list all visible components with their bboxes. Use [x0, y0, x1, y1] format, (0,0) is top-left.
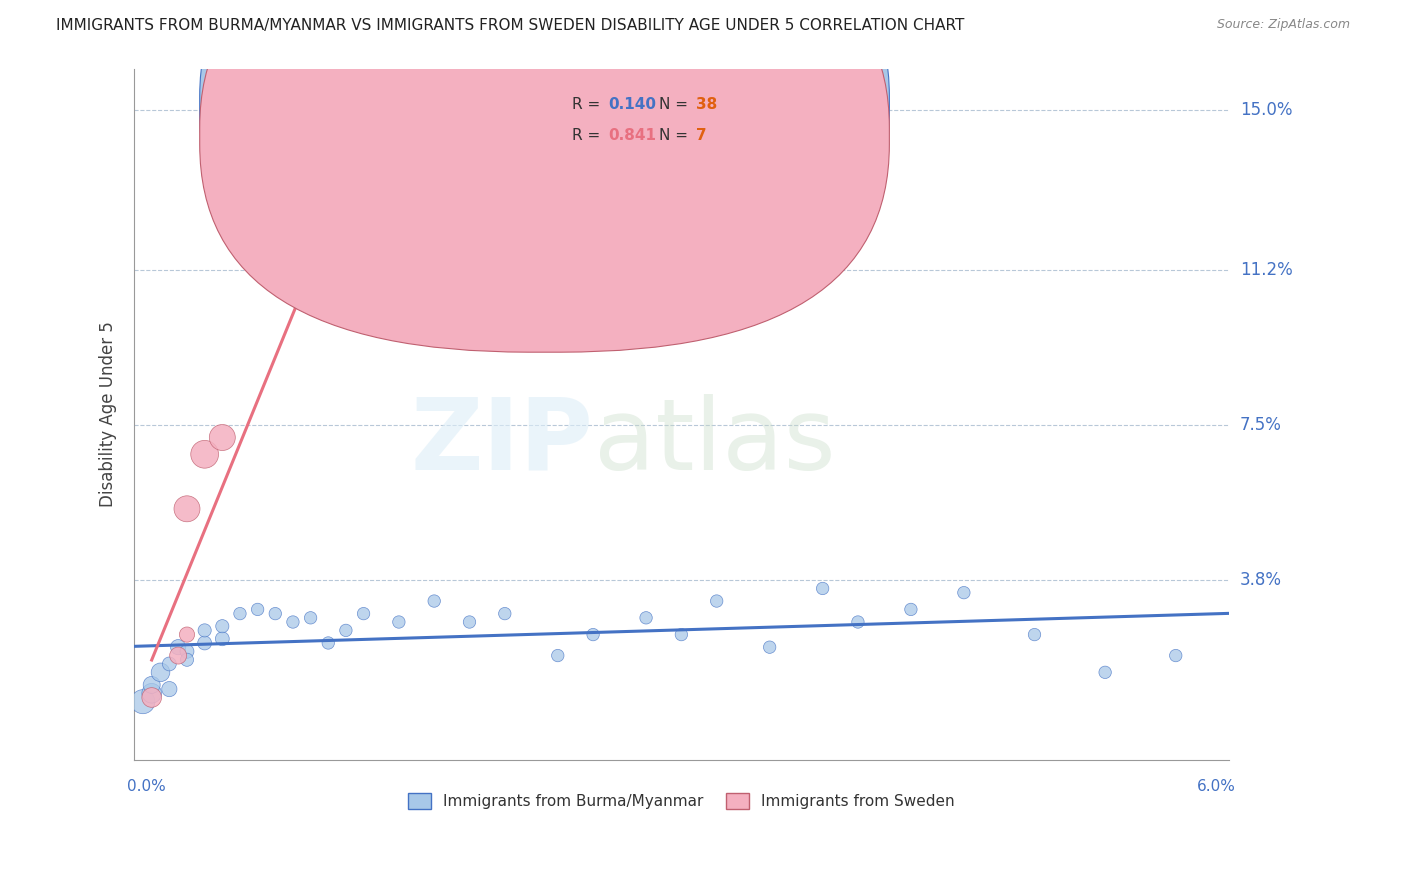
Point — [299, 611, 322, 625]
Point — [671, 627, 693, 641]
Point — [194, 636, 217, 650]
Point — [211, 632, 233, 646]
Point — [176, 627, 198, 641]
Text: 3.8%: 3.8% — [1240, 571, 1282, 589]
Text: 7.5%: 7.5% — [1240, 416, 1282, 434]
Point — [176, 653, 198, 667]
Point — [811, 582, 834, 596]
Text: atlas: atlas — [593, 393, 835, 491]
FancyBboxPatch shape — [200, 0, 890, 321]
Point — [194, 447, 217, 461]
Point — [141, 678, 163, 692]
Point — [1094, 665, 1116, 680]
Point — [582, 627, 605, 641]
Point — [423, 594, 446, 608]
Text: R =: R = — [572, 97, 605, 112]
Text: 0.140: 0.140 — [607, 97, 657, 112]
Point — [758, 640, 780, 655]
Text: ZIP: ZIP — [411, 393, 593, 491]
Point — [458, 615, 481, 629]
Point — [846, 615, 869, 629]
Point — [335, 624, 357, 638]
Y-axis label: Disability Age Under 5: Disability Age Under 5 — [100, 321, 117, 508]
Point — [176, 501, 198, 516]
Text: IMMIGRANTS FROM BURMA/MYANMAR VS IMMIGRANTS FROM SWEDEN DISABILITY AGE UNDER 5 C: IMMIGRANTS FROM BURMA/MYANMAR VS IMMIGRA… — [56, 18, 965, 33]
Text: Source: ZipAtlas.com: Source: ZipAtlas.com — [1216, 18, 1350, 31]
Text: 0.841: 0.841 — [607, 128, 657, 143]
Text: R =: R = — [572, 128, 605, 143]
Point — [1024, 627, 1046, 641]
Point — [167, 640, 190, 655]
Point — [706, 594, 728, 608]
Text: 15.0%: 15.0% — [1240, 102, 1292, 120]
Point — [157, 657, 180, 671]
Point — [211, 430, 233, 444]
Point — [1164, 648, 1187, 663]
Point — [316, 636, 339, 650]
Point — [953, 585, 976, 599]
Point — [149, 665, 172, 680]
Point — [167, 648, 190, 663]
Point — [141, 686, 163, 700]
Point — [264, 607, 287, 621]
Point — [246, 602, 269, 616]
FancyBboxPatch shape — [200, 0, 890, 352]
Point — [157, 682, 180, 697]
Text: N =: N = — [659, 128, 693, 143]
Point — [211, 619, 233, 633]
Point — [141, 690, 163, 705]
Point — [335, 208, 357, 222]
Point — [176, 644, 198, 658]
Text: 6.0%: 6.0% — [1197, 779, 1236, 794]
Point — [547, 648, 569, 663]
Text: N =: N = — [659, 97, 693, 112]
Text: 11.2%: 11.2% — [1240, 260, 1292, 279]
Point — [353, 607, 375, 621]
Point — [900, 602, 922, 616]
Text: 0.0%: 0.0% — [127, 779, 166, 794]
Point — [388, 615, 411, 629]
Point — [636, 611, 658, 625]
FancyBboxPatch shape — [506, 76, 769, 159]
Point — [281, 615, 304, 629]
Text: 7: 7 — [696, 128, 706, 143]
Point — [132, 695, 155, 709]
Legend: Immigrants from Burma/Myanmar, Immigrants from Sweden: Immigrants from Burma/Myanmar, Immigrant… — [402, 787, 962, 815]
Point — [494, 607, 516, 621]
Point — [194, 624, 217, 638]
Text: 38: 38 — [696, 97, 717, 112]
Point — [229, 607, 252, 621]
